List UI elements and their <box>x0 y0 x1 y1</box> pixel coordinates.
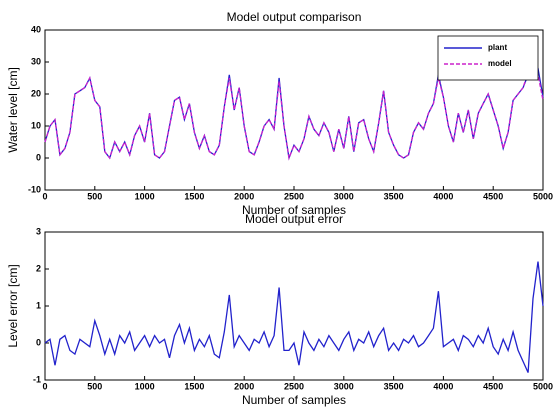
y-tick-label: 0 <box>36 152 41 162</box>
x-tick-label: 4000 <box>433 381 453 391</box>
x-tick-label: 4500 <box>483 381 503 391</box>
y-axis-label: Water level [cm] <box>6 67 20 153</box>
x-tick-label: 500 <box>87 381 102 391</box>
x-tick-label: 2500 <box>284 191 304 201</box>
legend-label: plant <box>488 43 507 52</box>
x-tick-label: 4500 <box>483 191 503 201</box>
y-tick-label: 30 <box>31 56 41 66</box>
data-line <box>44 63 544 161</box>
y-tick-label: 1 <box>36 300 41 310</box>
x-tick-label: 3000 <box>334 381 354 391</box>
x-axis-label: Number of samples <box>242 203 346 217</box>
chart-title: Model output comparison <box>227 10 362 24</box>
x-tick-label: 3500 <box>384 381 404 391</box>
x-tick-label: 1500 <box>184 191 204 201</box>
x-tick-label: 1500 <box>184 381 204 391</box>
x-tick-label: 3000 <box>334 191 354 201</box>
x-tick-label: 1000 <box>135 381 155 391</box>
y-tick-label: 3 <box>36 226 41 236</box>
legend-label: model <box>488 59 512 68</box>
y-tick-label: 40 <box>31 24 41 34</box>
legend-box <box>437 35 539 81</box>
x-tick-label: 5000 <box>533 191 553 201</box>
x-tick-label: 5000 <box>533 381 553 391</box>
y-tick-label: 10 <box>31 120 41 130</box>
x-tick-label: 0 <box>42 381 47 391</box>
x-tick-label: 1000 <box>135 191 155 201</box>
y-tick-label: -10 <box>28 184 41 194</box>
x-tick-label: 500 <box>87 191 102 201</box>
x-tick-label: 0 <box>42 191 47 201</box>
y-tick-label: 20 <box>31 88 41 98</box>
plot-frame <box>44 231 544 381</box>
x-tick-label: 3500 <box>384 191 404 201</box>
data-line <box>44 261 544 373</box>
y-tick-label: -1 <box>33 374 41 384</box>
x-axis-label: Number of samples <box>242 393 346 407</box>
x-tick-label: 2500 <box>284 381 304 391</box>
chart-title: Model output error <box>245 212 343 226</box>
y-tick-label: 0 <box>36 337 41 347</box>
x-tick-label: 2000 <box>234 191 254 201</box>
y-axis-label: Level error [cm] <box>6 264 20 347</box>
y-tick-label: 2 <box>36 263 41 273</box>
x-tick-label: 4000 <box>433 191 453 201</box>
x-tick-label: 2000 <box>234 381 254 391</box>
